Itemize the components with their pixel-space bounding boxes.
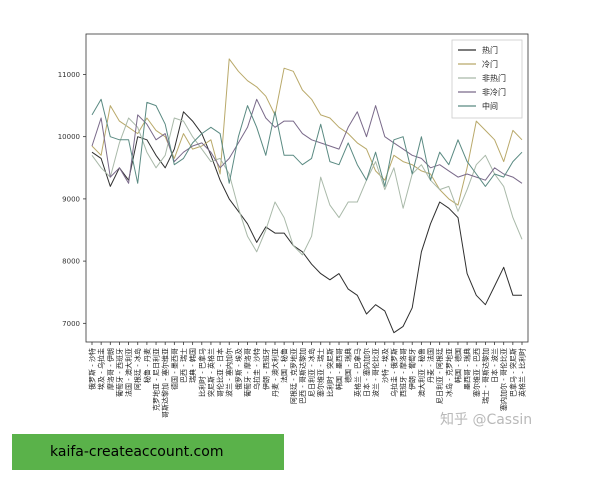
y-tick-label: 7000	[62, 320, 80, 328]
x-tick-label: 法国 - 秘鲁	[280, 348, 289, 383]
series-line-5	[91, 98, 523, 187]
x-tick-label: 突尼斯 - 英格兰	[206, 348, 215, 397]
x-tick-label: 塞内加尔 - 哥伦比亚	[499, 348, 508, 411]
x-tick-label: 瑞士 - 哥斯达黎加	[481, 348, 490, 404]
legend-label-1: 热门	[482, 45, 498, 55]
legend-label-3: 非热门	[482, 73, 506, 83]
x-tick-label: 波兰 - 哥伦比亚	[371, 348, 380, 397]
legend-label-5: 中间	[482, 101, 498, 111]
x-tick-label: 英格兰 - 巴拿马	[353, 348, 362, 397]
site-banner: kaifa-createaccount.com	[12, 434, 284, 470]
series-line-4	[91, 98, 523, 184]
x-tick-label: 尼日利亚 - 冰岛	[307, 348, 316, 397]
x-tick-label: 秘鲁 - 丹麦	[142, 348, 151, 383]
x-tick-label: 英格兰 - 比利时	[518, 348, 527, 397]
x-tick-label: 乌拉圭 - 沙特	[252, 348, 261, 390]
y-axis: 7000 8000 9000 10000 11000	[58, 71, 86, 328]
x-tick-label: 丹麦 - 法国	[426, 348, 435, 383]
x-tick-label: 巴西 - 瑞士	[179, 348, 188, 383]
watermark: 知乎 @Cassin	[440, 411, 532, 428]
x-tick-label: 巴西 - 哥斯达黎加	[298, 348, 307, 404]
x-tick-label: 澳大利亚 - 秘鲁	[417, 348, 426, 397]
x-tick-label: 哥斯达黎加 - 塞尔维亚	[161, 348, 170, 418]
x-tick-label: 沙特 - 埃及	[380, 348, 389, 383]
x-tick-label: 瑞典 - 韩国	[188, 348, 197, 383]
x-tick-label: 比利时 - 巴拿马	[197, 348, 206, 397]
legend-label-4: 非冷门	[482, 87, 506, 97]
banner-text: kaifa-createaccount.com	[50, 444, 224, 460]
x-tick-label: 墨西哥 - 瑞典	[463, 348, 472, 390]
x-tick-label: 尼日利亚 - 阿根廷	[435, 348, 444, 404]
x-tick-label: 阿根廷 - 冰岛	[133, 348, 142, 390]
x-tick-label: 波兰 - 塞内加尔	[225, 348, 234, 397]
x-tick-label: 埃及 - 乌拉圭	[97, 348, 106, 390]
x-axis: 俄罗斯 - 沙特 埃及 - 乌拉圭 摩洛哥 - 伊朗 葡萄牙 - 西班牙 法国 - 澳大…	[88, 342, 527, 418]
y-tick-label: 11000	[58, 71, 80, 79]
legend-box	[451, 39, 523, 119]
x-tick-label: 伊朗 - 葡萄牙	[408, 348, 417, 390]
x-tick-label: 日本 - 波兰	[490, 348, 499, 383]
x-tick-label: 俄罗斯 - 埃及	[234, 348, 243, 390]
x-tick-label: 韩国 - 德国	[453, 348, 462, 383]
x-tick-label: 乌拉圭 - 俄罗斯	[389, 348, 398, 397]
x-tick-label: 葡萄牙 - 西班牙	[115, 348, 124, 397]
x-tick-label: 法国 - 澳大利亚	[124, 348, 133, 397]
x-tick-label: 摩洛哥 - 伊朗	[106, 348, 115, 390]
x-tick-label: 葡萄牙 - 摩洛哥	[243, 348, 252, 397]
x-tick-label: 韩国 - 墨西哥	[335, 348, 344, 390]
x-tick-label: 丹麦 - 澳大利亚	[270, 348, 279, 397]
x-tick-label: 哥伦比亚 - 日本	[216, 348, 225, 397]
x-tick-label: 德国 - 墨西哥	[170, 348, 179, 390]
series-line-3	[91, 117, 523, 256]
legend-label-2: 冷门	[482, 59, 498, 69]
x-tick-label: 日本 - 塞内加尔	[362, 348, 371, 397]
x-tick-label: 俄罗斯 - 沙特	[88, 348, 97, 390]
y-tick-label: 10000	[58, 133, 80, 141]
series-line-1	[91, 111, 522, 334]
x-tick-label: 比利时 - 突尼斯	[325, 348, 334, 397]
x-tick-label: 冰岛 - 克罗地亚	[444, 348, 453, 397]
x-tick-label: 德国 - 瑞典	[344, 348, 353, 383]
series-layer	[91, 58, 523, 334]
plot-frame	[85, 33, 529, 343]
x-tick-label: 塞尔维亚 - 巴西	[472, 348, 481, 397]
x-tick-label: 克罗地亚 - 尼日利亚	[152, 348, 161, 411]
x-tick-label: 塞尔维亚 - 瑞士	[316, 348, 325, 397]
x-tick-label: 巴拿马 - 突尼斯	[508, 348, 517, 397]
y-tick-label: 8000	[62, 258, 80, 266]
x-tick-label: 伊朗 - 西班牙	[261, 348, 270, 390]
x-tick-label: 西班牙 - 摩洛哥	[399, 348, 408, 397]
series-line-2	[91, 58, 523, 206]
x-tick-label: 阿根廷 - 克罗地亚	[289, 348, 298, 404]
y-tick-label: 9000	[62, 195, 80, 203]
